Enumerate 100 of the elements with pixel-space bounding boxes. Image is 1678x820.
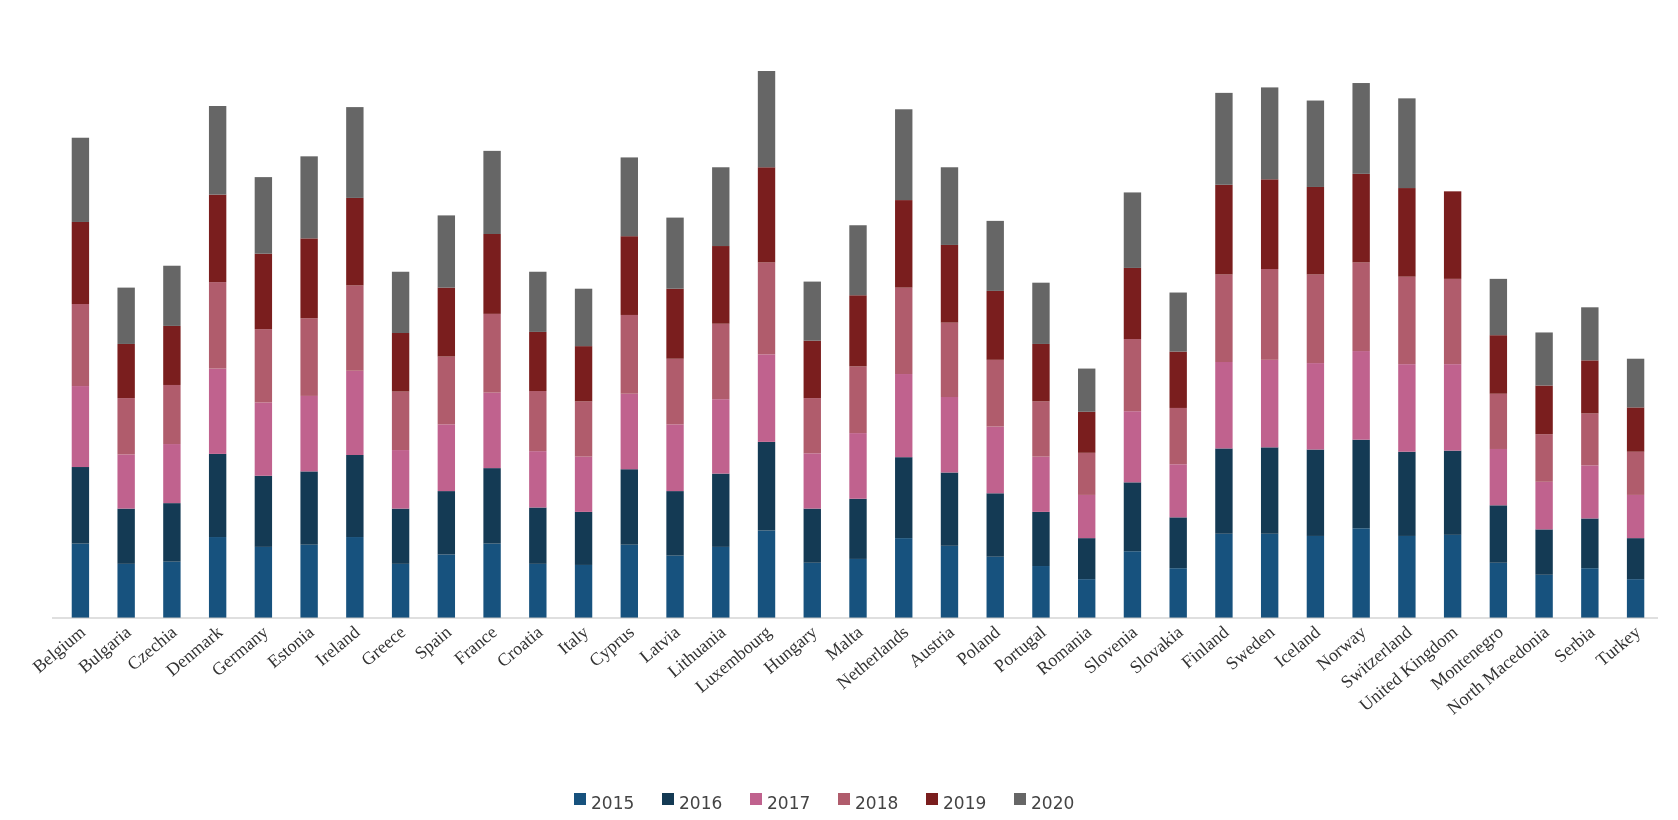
bar	[1306, 535, 1325, 618]
bar	[300, 471, 318, 545]
bar	[1078, 368, 1096, 412]
bar	[757, 441, 776, 531]
bar	[1078, 538, 1096, 580]
bar	[757, 354, 776, 442]
bar	[254, 329, 273, 403]
bar	[346, 107, 364, 198]
bar	[1306, 363, 1325, 450]
bar	[1215, 184, 1233, 275]
bar	[1352, 262, 1370, 352]
bar	[1443, 364, 1462, 451]
bar	[712, 246, 730, 324]
bar	[940, 472, 959, 546]
bar	[163, 325, 181, 385]
bar	[163, 384, 181, 445]
bar	[666, 358, 684, 425]
bar	[1123, 267, 1142, 340]
bar	[712, 167, 730, 247]
bar	[71, 467, 90, 544]
bar	[1123, 339, 1142, 412]
legend-label: 2019	[943, 793, 987, 813]
bar	[1078, 494, 1096, 539]
bar	[346, 537, 364, 618]
bar	[1306, 186, 1325, 275]
bar	[117, 508, 135, 564]
bar	[1398, 535, 1416, 618]
bar	[1352, 439, 1370, 529]
bar	[1032, 511, 1050, 567]
bar	[1306, 449, 1325, 536]
bar	[300, 395, 318, 472]
bar	[208, 537, 227, 618]
bar	[620, 469, 638, 545]
bar	[1489, 505, 1508, 563]
bar	[895, 287, 913, 375]
bar	[71, 304, 90, 387]
bar	[483, 234, 501, 314]
bar	[940, 244, 959, 323]
bar	[208, 194, 227, 283]
bar	[1352, 351, 1370, 440]
bar	[1626, 538, 1645, 580]
bar	[895, 109, 913, 201]
bar	[1352, 83, 1370, 174]
bar	[483, 392, 501, 469]
bar	[712, 323, 730, 400]
bar	[803, 508, 821, 563]
bar	[1215, 362, 1233, 449]
bar	[1078, 411, 1096, 453]
bar	[1581, 360, 1599, 414]
bar	[666, 491, 684, 556]
bar	[1260, 447, 1279, 534]
bar	[574, 511, 593, 565]
bar	[849, 366, 867, 434]
bar	[895, 374, 913, 458]
bar	[849, 433, 867, 499]
bar	[254, 546, 273, 618]
bar	[1123, 551, 1142, 618]
bar	[620, 236, 638, 315]
bar	[483, 543, 501, 618]
bar	[1352, 173, 1370, 263]
bar	[483, 468, 501, 544]
bar	[803, 453, 821, 509]
bar	[1260, 359, 1279, 448]
bar	[437, 287, 456, 357]
bar	[803, 398, 821, 454]
bar	[1581, 413, 1599, 466]
bar	[1581, 307, 1599, 361]
bar	[1306, 100, 1325, 187]
legend-label: 2016	[679, 793, 723, 813]
bar	[71, 543, 90, 618]
bar	[1169, 464, 1187, 518]
bar	[574, 346, 593, 402]
bar	[1581, 465, 1599, 519]
bar	[208, 106, 227, 195]
bar	[666, 217, 684, 289]
bar	[666, 424, 684, 492]
bar	[986, 556, 1004, 618]
bar	[1489, 448, 1508, 506]
bar	[71, 386, 90, 468]
bar	[300, 156, 318, 239]
bar	[163, 265, 181, 326]
bar	[1169, 407, 1187, 465]
bar	[1489, 335, 1508, 394]
bar	[1123, 482, 1142, 552]
bar	[1352, 528, 1370, 618]
bar	[574, 564, 593, 618]
bar	[849, 225, 867, 296]
bar	[391, 450, 410, 509]
bar	[391, 271, 410, 334]
bar	[1123, 192, 1142, 268]
bar	[391, 508, 410, 564]
bar	[986, 359, 1004, 427]
bar	[574, 401, 593, 457]
bar	[620, 314, 638, 394]
bar	[1398, 276, 1416, 365]
bar	[574, 288, 593, 347]
bar	[437, 215, 456, 288]
bar	[1215, 533, 1233, 618]
bar	[208, 368, 227, 454]
bar	[1443, 278, 1462, 365]
